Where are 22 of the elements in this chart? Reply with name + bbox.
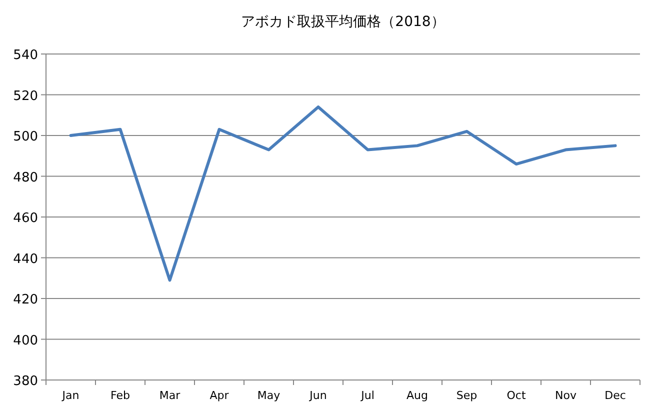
y-tick-label: 520 bbox=[13, 88, 38, 104]
y-tick-label: 380 bbox=[13, 374, 38, 389]
x-tick-label: Oct bbox=[506, 389, 526, 402]
x-tick-label: May bbox=[257, 389, 281, 402]
x-tick-label: Jul bbox=[360, 389, 374, 402]
x-tick-label: Nov bbox=[555, 389, 577, 402]
x-tick-label: Jan bbox=[61, 389, 80, 402]
x-tick-label: Dec bbox=[604, 389, 626, 402]
x-tick-label: Feb bbox=[110, 389, 130, 402]
x-tick-label: Aug bbox=[406, 389, 428, 402]
y-tick-label: 480 bbox=[13, 170, 38, 186]
x-tick-label: Mar bbox=[159, 389, 181, 402]
x-tick-label: Sep bbox=[456, 389, 478, 402]
y-tick-label: 460 bbox=[13, 211, 38, 226]
y-tick-label: 400 bbox=[13, 333, 38, 348]
title: アボカド取扱平均価格（2018） bbox=[241, 14, 445, 30]
y-tick-label: 500 bbox=[13, 130, 38, 144]
y-tick-label: 420 bbox=[13, 292, 38, 308]
x-tick-label: Apr bbox=[210, 389, 230, 402]
x-tick-label: Jun bbox=[308, 389, 327, 402]
y-tick-label: 540 bbox=[13, 48, 38, 63]
y-tick-label: 440 bbox=[13, 252, 38, 267]
